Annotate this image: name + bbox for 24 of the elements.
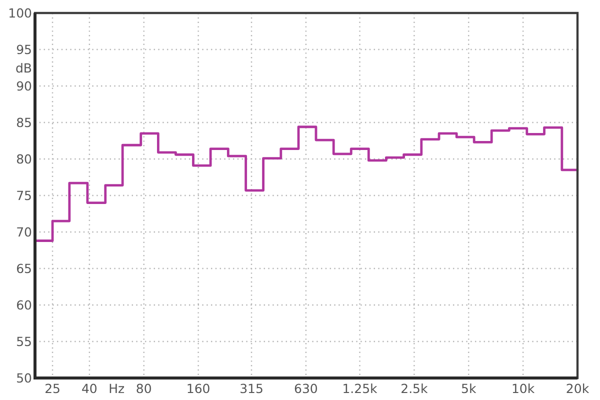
- y-tick-label: 100: [8, 6, 32, 20]
- x-tick-label: 5k: [461, 381, 477, 396]
- y-tick-label: 70: [16, 224, 32, 240]
- x-tick-label: 160: [186, 381, 210, 396]
- x-tick-label: 1.25k: [342, 381, 378, 396]
- x-tick-label: 20k: [566, 381, 590, 396]
- y-tick-label: 95: [16, 42, 32, 57]
- y-tick-label: 80: [16, 152, 32, 166]
- y-tick-label: 65: [16, 261, 32, 276]
- x-tick-label: 25: [44, 381, 60, 396]
- x-tick-label: 630: [294, 381, 318, 396]
- x-tick-label: 2.5k: [400, 381, 429, 396]
- x-tick-label: 80: [136, 381, 152, 396]
- y-tick-label: 50: [16, 370, 32, 386]
- x-tick-label: 40: [81, 381, 98, 396]
- y-tick-label: 85: [16, 115, 32, 130]
- y-tick-label: 60: [16, 298, 32, 312]
- y-tick-label: 90: [16, 78, 32, 94]
- x-tick-label: 315: [240, 381, 264, 396]
- y-axis-title: dB: [15, 60, 32, 76]
- x-axis-title: Hz: [108, 381, 126, 396]
- y-tick-label: 75: [16, 188, 32, 203]
- x-tick-label: 10k: [511, 381, 536, 396]
- y-tick-label: 55: [16, 334, 32, 349]
